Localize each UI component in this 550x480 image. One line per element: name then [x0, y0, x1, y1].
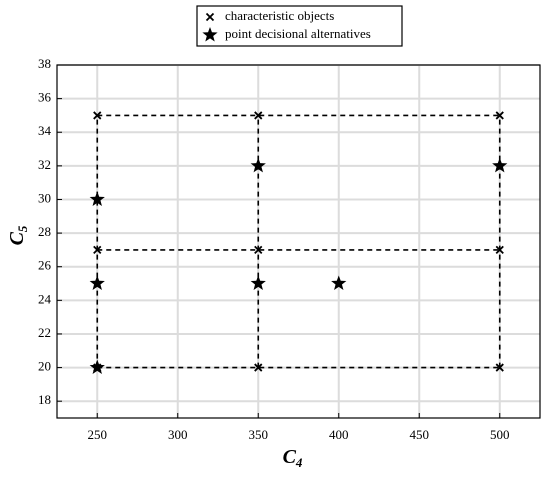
x-tick-label: 250: [88, 427, 108, 442]
y-tick-label: 20: [38, 359, 51, 374]
star-point: [89, 191, 105, 206]
legend: characteristic objects point decisional a…: [196, 5, 403, 47]
x-tick-label: 500: [490, 427, 510, 442]
y-tick-label: 22: [38, 325, 51, 340]
star-point: [250, 275, 266, 290]
y-tick-label: 18: [38, 392, 51, 407]
y-axis-label-main: C: [6, 231, 28, 245]
y-axis-label-sub: 5: [15, 225, 30, 232]
x-tick-label: 450: [410, 427, 430, 442]
x-point: [254, 245, 263, 255]
legend-label: characteristic objects: [225, 8, 334, 23]
star-point: [250, 157, 266, 173]
star-point: [492, 157, 508, 173]
y-tick-label: 28: [38, 224, 51, 239]
y-tick-label: 26: [38, 258, 52, 273]
x-point: [495, 111, 504, 120]
x-point: [205, 12, 215, 22]
y-tick-label: 36: [38, 90, 52, 105]
star-point: [89, 275, 105, 290]
y-tick-label: 24: [38, 291, 52, 306]
x-point: [254, 363, 263, 372]
x-point: [254, 111, 263, 120]
plot-frame: [56, 64, 541, 419]
x-axis-label-sub: 4: [295, 455, 303, 470]
x-point: [495, 245, 504, 255]
legend-box: [196, 5, 403, 47]
y-axis-label: C5: [6, 225, 30, 245]
x-tick-label: 350: [249, 427, 269, 442]
x-tick-label: 300: [168, 427, 188, 442]
y-tick-label: 34: [38, 123, 52, 138]
star-point: [89, 359, 105, 375]
y-tick-label: 30: [38, 190, 51, 205]
star-point: [331, 275, 347, 290]
x-tick-label: 400: [329, 427, 349, 442]
legend-label: point decisional alternatives: [225, 26, 371, 41]
x-point: [93, 245, 102, 255]
x-point: [93, 111, 102, 120]
star-point: [202, 27, 218, 42]
x-axis-label-main: C: [283, 446, 297, 468]
y-tick-label: 32: [38, 157, 51, 172]
y-tick-label: 38: [38, 56, 51, 71]
x-point: [495, 363, 504, 372]
x-axis-label: C4: [283, 446, 303, 470]
